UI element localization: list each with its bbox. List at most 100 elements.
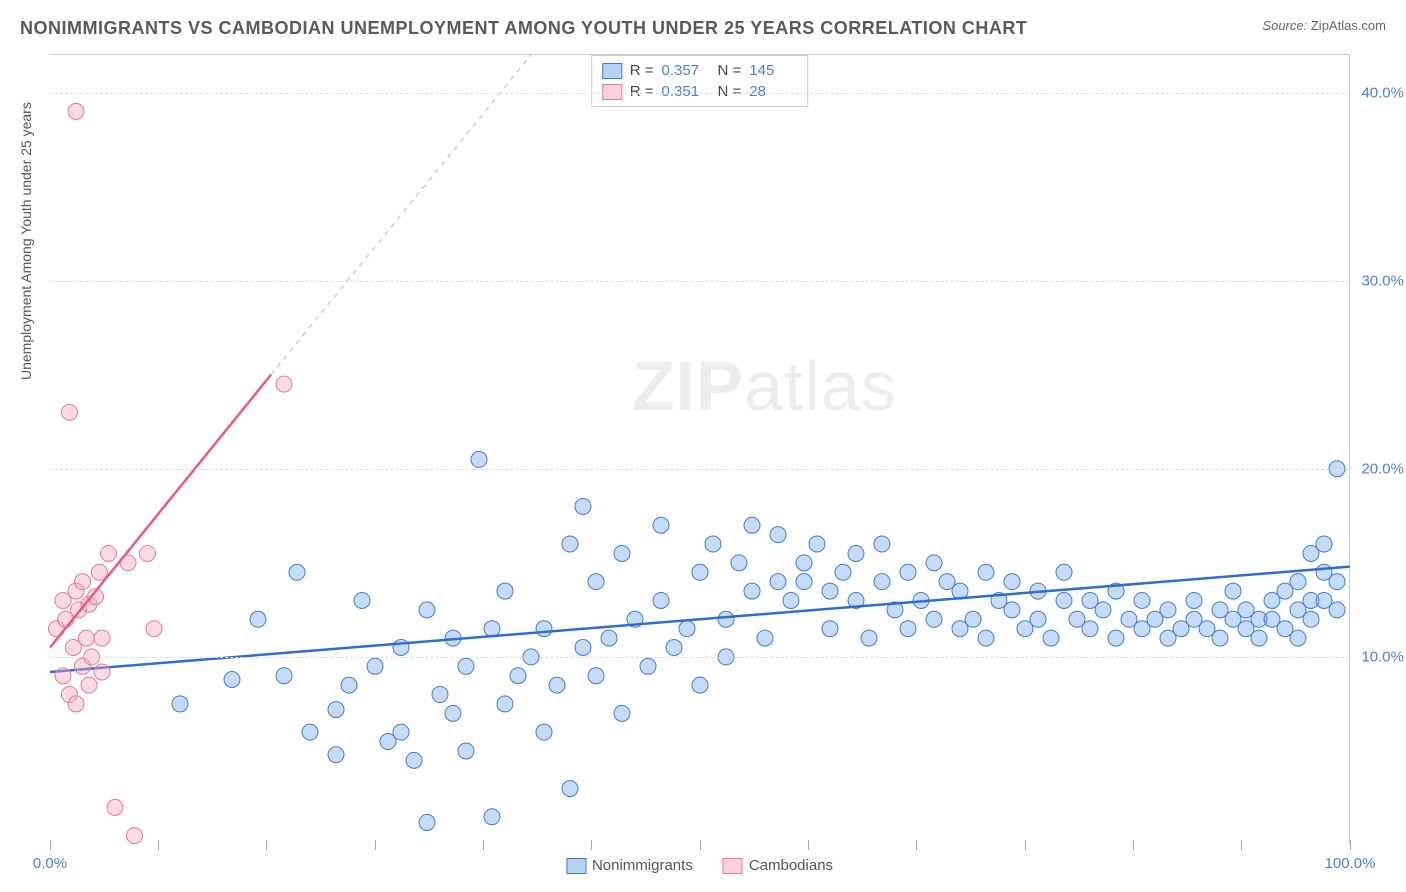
data-point bbox=[562, 536, 578, 552]
data-point bbox=[1290, 630, 1306, 646]
data-point bbox=[679, 621, 695, 637]
data-point bbox=[484, 809, 500, 825]
data-point bbox=[458, 743, 474, 759]
data-point bbox=[1030, 611, 1046, 627]
data-point bbox=[458, 658, 474, 674]
data-point bbox=[562, 781, 578, 797]
y-axis-label: Unemployment Among Youth under 25 years bbox=[18, 102, 34, 380]
y-tick-label: 20.0% bbox=[1361, 460, 1404, 477]
legend-swatch bbox=[602, 63, 622, 79]
data-point bbox=[406, 752, 422, 768]
data-point bbox=[575, 498, 591, 514]
data-point bbox=[127, 828, 143, 844]
legend-n-label: N = bbox=[718, 62, 742, 79]
legend-n-value: 145 bbox=[749, 62, 797, 79]
data-point bbox=[614, 705, 630, 721]
legend-stat-row: R = 0.357N = 145 bbox=[602, 60, 798, 81]
legend-series-item: Cambodians bbox=[723, 857, 833, 874]
data-point bbox=[1160, 602, 1176, 618]
x-tick-label: 100.0% bbox=[1325, 855, 1376, 872]
data-point bbox=[874, 536, 890, 552]
legend-r-label: R = bbox=[630, 83, 654, 100]
data-point bbox=[926, 611, 942, 627]
data-point bbox=[1251, 630, 1267, 646]
data-point bbox=[81, 677, 97, 693]
data-point bbox=[822, 621, 838, 637]
data-point bbox=[224, 671, 240, 687]
data-point bbox=[835, 564, 851, 580]
data-point bbox=[731, 555, 747, 571]
data-point bbox=[588, 668, 604, 684]
data-point bbox=[822, 583, 838, 599]
data-point bbox=[978, 564, 994, 580]
data-point bbox=[140, 545, 156, 561]
chart-title: NONIMMIGRANTS VS CAMBODIAN UNEMPLOYMENT … bbox=[20, 18, 1027, 38]
legend-n-value: 28 bbox=[749, 83, 797, 100]
y-tick-label: 10.0% bbox=[1361, 648, 1404, 665]
data-point bbox=[1316, 536, 1332, 552]
data-point bbox=[1329, 574, 1345, 590]
data-point bbox=[692, 677, 708, 693]
data-point bbox=[770, 527, 786, 543]
data-point bbox=[484, 621, 500, 637]
data-point bbox=[432, 687, 448, 703]
data-point bbox=[926, 555, 942, 571]
trend-line bbox=[50, 375, 271, 648]
data-point bbox=[575, 640, 591, 656]
data-point bbox=[588, 574, 604, 590]
data-point bbox=[55, 668, 71, 684]
source-value: ZipAtlas.com bbox=[1311, 18, 1386, 33]
data-point bbox=[692, 564, 708, 580]
y-tick-label: 40.0% bbox=[1361, 84, 1404, 101]
data-point bbox=[276, 376, 292, 392]
legend-r-value: 0.357 bbox=[662, 62, 710, 79]
data-point bbox=[341, 677, 357, 693]
data-point bbox=[666, 640, 682, 656]
data-point bbox=[146, 621, 162, 637]
data-point bbox=[783, 592, 799, 608]
data-point bbox=[419, 602, 435, 618]
data-point bbox=[1329, 602, 1345, 618]
data-point bbox=[965, 611, 981, 627]
data-point bbox=[367, 658, 383, 674]
data-point bbox=[1004, 602, 1020, 618]
y-tick-label: 30.0% bbox=[1361, 272, 1404, 289]
data-point bbox=[1043, 630, 1059, 646]
data-point bbox=[757, 630, 773, 646]
legend-stat-row: R = 0.351N = 28 bbox=[602, 81, 798, 102]
data-point bbox=[796, 555, 812, 571]
data-point bbox=[78, 630, 94, 646]
data-point bbox=[1212, 630, 1228, 646]
source-label: Source: bbox=[1262, 18, 1307, 33]
data-point bbox=[653, 517, 669, 533]
data-point bbox=[549, 677, 565, 693]
data-point bbox=[75, 574, 91, 590]
legend-series-label: Nonimmigrants bbox=[592, 857, 693, 874]
chart-plot-area: ZIPatlas R = 0.357N = 145R = 0.351N = 28… bbox=[50, 54, 1350, 844]
legend-swatch bbox=[602, 84, 622, 100]
data-point bbox=[705, 536, 721, 552]
data-point bbox=[614, 545, 630, 561]
data-point bbox=[1225, 583, 1241, 599]
x-tick-label: 0.0% bbox=[33, 855, 67, 872]
data-point bbox=[393, 724, 409, 740]
data-point bbox=[328, 702, 344, 718]
data-point bbox=[276, 668, 292, 684]
data-point bbox=[289, 564, 305, 580]
legend-series: Nonimmigrants Cambodians bbox=[566, 857, 833, 874]
data-point bbox=[653, 592, 669, 608]
source: Source: ZipAtlas.com bbox=[1262, 18, 1386, 33]
data-point bbox=[302, 724, 318, 740]
chart-svg bbox=[50, 55, 1349, 844]
data-point bbox=[94, 664, 110, 680]
data-point bbox=[445, 705, 461, 721]
data-point bbox=[250, 611, 266, 627]
data-point bbox=[640, 658, 656, 674]
data-point bbox=[68, 696, 84, 712]
data-point bbox=[354, 592, 370, 608]
data-point bbox=[1134, 592, 1150, 608]
data-point bbox=[744, 517, 760, 533]
data-point bbox=[809, 536, 825, 552]
data-point bbox=[861, 630, 877, 646]
data-point bbox=[770, 574, 786, 590]
